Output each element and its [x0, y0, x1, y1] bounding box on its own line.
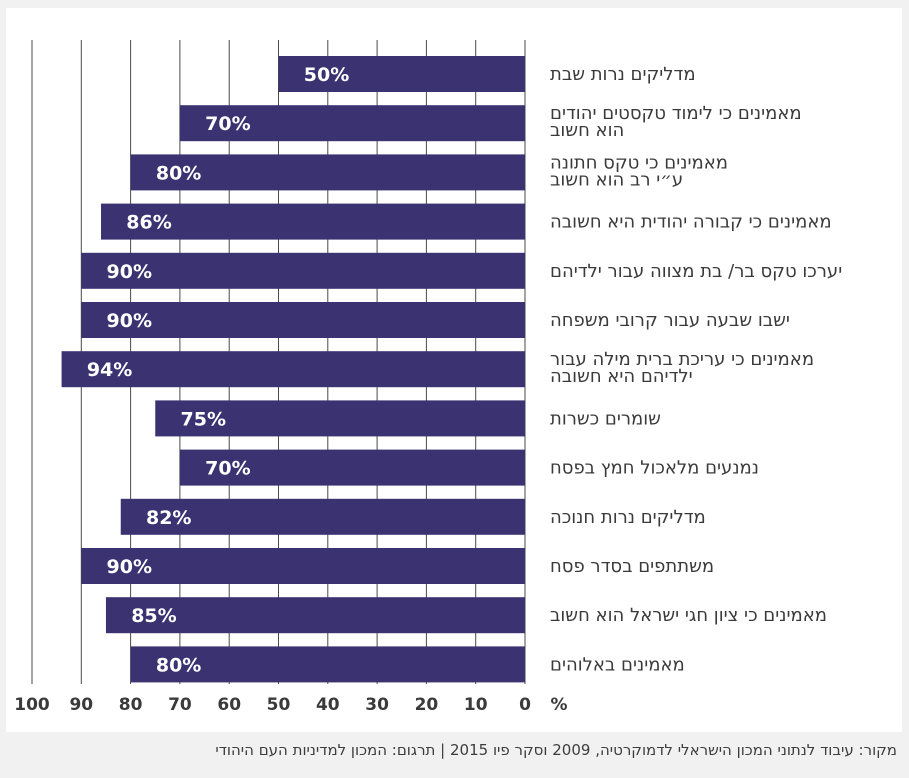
- category-label-11: מאמינים כי ציון חגי ישראל הוא חשוב: [550, 605, 827, 626]
- value-label-2: 80%: [156, 162, 201, 184]
- bar-8: [179, 449, 525, 486]
- category-label-3: מאמינים כי קבורה יהודית היא חשובה: [550, 212, 832, 233]
- x-tick-label-100: 100: [14, 695, 50, 715]
- category-label-10: משתתפים בסדר פסח: [550, 556, 714, 577]
- x-tick-label-0: 0: [519, 695, 531, 715]
- category-label-8: נמנעים מלאכול חמץ בפסח: [550, 458, 759, 479]
- bar-1: [179, 105, 525, 142]
- value-label-7: 75%: [181, 408, 226, 430]
- x-tick-label-70: 70: [168, 695, 192, 715]
- x-tick-label-30: 30: [365, 695, 389, 715]
- value-label-12: 80%: [156, 654, 201, 676]
- x-tick-label-80: 80: [119, 695, 143, 715]
- bar-10: [81, 548, 526, 584]
- value-label-4: 90%: [107, 261, 152, 283]
- value-label-8: 70%: [205, 458, 250, 480]
- bar-2: [130, 154, 525, 191]
- value-label-6: 94%: [87, 359, 132, 381]
- category-label-2: מאמינים כי טקס חתונה ע״י רב הוא חשוב: [550, 152, 728, 190]
- bar-11: [105, 597, 525, 634]
- category-label-1: מאמינים כי לימוד טקסטים יהודים הוא חשוב: [550, 103, 802, 141]
- bar-7: [155, 400, 525, 437]
- x-tick-label-10: 10: [464, 695, 488, 715]
- x-tick-label-50: 50: [267, 695, 291, 715]
- x-tick-label-40: 40: [316, 695, 340, 715]
- category-label-12: מאמינים באלוהים: [550, 654, 685, 675]
- value-label-9: 82%: [146, 507, 191, 529]
- category-label-6: מאמינים כי עריכת ברית מילה עבור ילדיהם הי…: [550, 349, 814, 387]
- source-note: מקור: עיבוד לנתוני המכון הישראלי לדמוקרט…: [215, 741, 897, 759]
- category-label-0: מדליקים נרות שבת: [550, 64, 696, 85]
- value-label-5: 90%: [107, 310, 152, 332]
- x-unit-label: %: [550, 695, 567, 715]
- category-label-9: מדליקים נרות חנוכה: [550, 507, 706, 528]
- bar-4: [81, 252, 526, 289]
- bar-0: [278, 56, 525, 92]
- bar-12: [130, 646, 525, 683]
- x-tick-label-60: 60: [217, 695, 241, 715]
- value-label-11: 85%: [131, 605, 176, 627]
- bar-3: [101, 203, 526, 240]
- value-label-10: 90%: [107, 556, 152, 578]
- bar-5: [81, 302, 526, 338]
- category-label-7: שומרים כשרות: [550, 408, 661, 429]
- category-label-5: ישבו שבעה עבור קרובי משפחה: [550, 310, 790, 331]
- bar-9: [120, 498, 526, 535]
- x-tick-label-20: 20: [415, 695, 439, 715]
- value-label-0: 50%: [304, 64, 349, 86]
- value-label-1: 70%: [205, 113, 250, 135]
- value-label-3: 86%: [126, 212, 171, 234]
- bar-6: [61, 351, 525, 388]
- x-tick-label-90: 90: [69, 695, 93, 715]
- category-label-4: יערכו טקס בר/ בת מצווה עבור ילדיהם: [550, 261, 842, 282]
